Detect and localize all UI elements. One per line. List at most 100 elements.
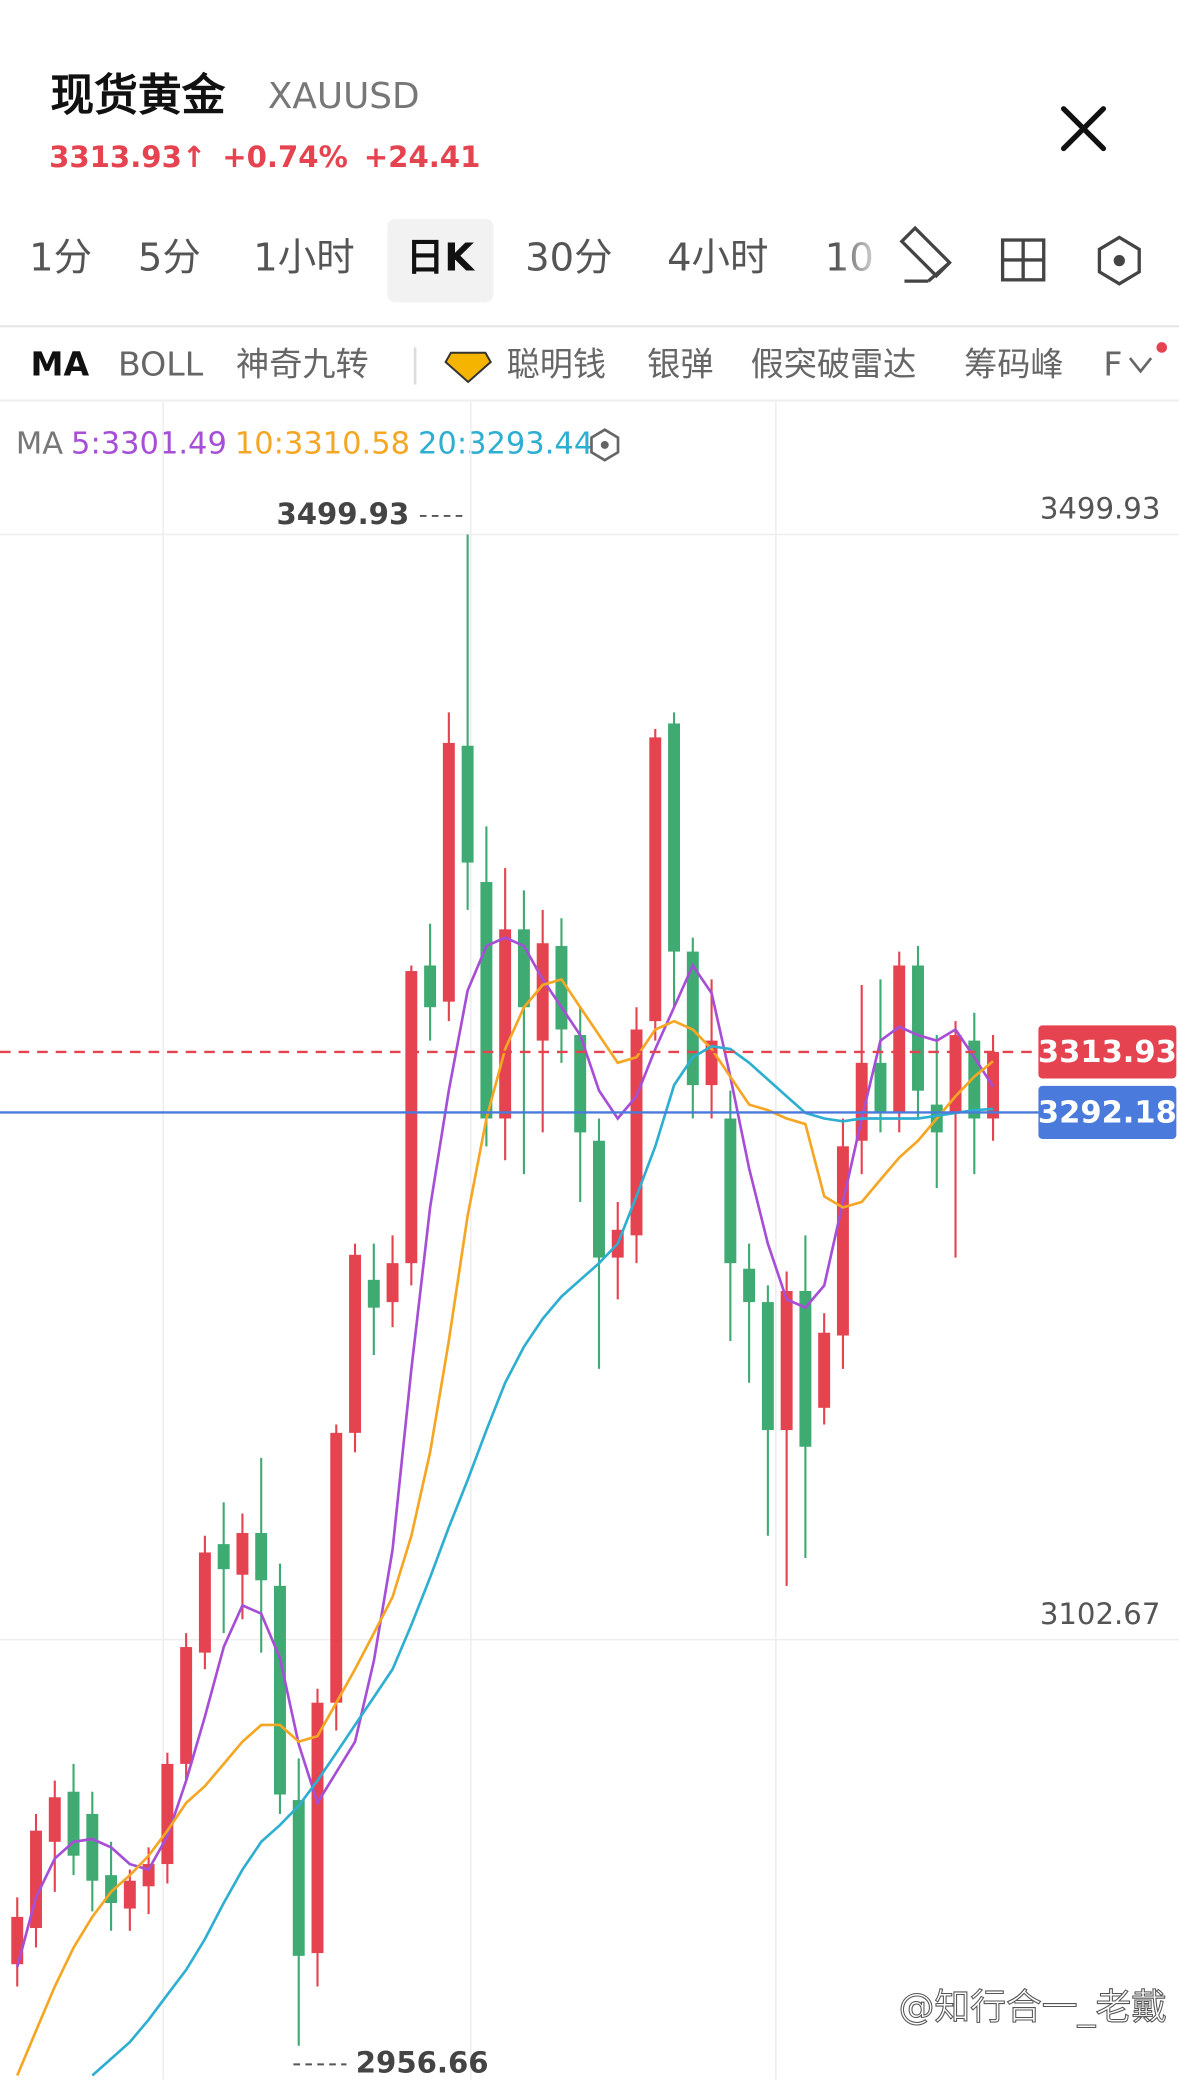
chevron-icon[interactable] [1128,357,1153,374]
candle-body [105,1875,118,1903]
candle-body [386,1263,399,1303]
indicator[interactable]: 银弹 [647,345,713,384]
overlay: 3499.93 3102.67 3313.93 3292.18 3499.93 2956.… [0,492,1177,2079]
candle-body [330,1432,343,1703]
quote: 3313.93↑ +0.74% +24.41 [49,140,480,174]
ma-line [91,1044,994,2077]
y-tick-label: 3102.67 [1040,1597,1161,1631]
candle-body [198,1552,211,1653]
candle-body [461,745,474,863]
y-tick-label: 3499.93 [1040,492,1161,526]
candle-body [86,1813,99,1881]
price-tag [1038,1085,1177,1139]
indicator[interactable]: 神奇九转 [236,345,369,384]
candle-body [780,1290,793,1431]
candle-body [593,1140,605,1258]
diamond-icon [444,351,492,384]
ma-line [16,977,994,2077]
candle-body [743,1268,756,1303]
candle-body [517,929,530,1008]
notify-dot [1156,342,1168,353]
candle-body [123,1880,136,1909]
change: +24.41 [364,140,481,174]
ma-title: MA [16,426,63,461]
candle-body [48,1797,61,1842]
candle-body [67,1791,80,1856]
plot [0,533,1179,2077]
symbol: XAUUSD [268,76,420,117]
price-tag [1038,1025,1177,1079]
candle-body [799,1290,812,1447]
candle-body [836,1146,849,1336]
candle-body [442,742,455,1002]
watermark: @知行合一_老戴 [899,1987,1167,2028]
v-grid [162,401,777,2080]
candle-body [217,1544,230,1570]
candle-body [311,1702,324,1954]
draw-tool-icon[interactable] [899,225,952,283]
candle-body [818,1332,831,1408]
candle-body [761,1302,774,1431]
candle-body [499,929,512,1119]
close-button[interactable] [1060,106,1107,152]
tab-selected-bg [387,218,494,303]
layout-icon[interactable] [1000,238,1046,282]
ma-legend: MA 5:3301.49 10:3310.58 20:3293.44 [16,426,593,461]
indicator[interactable]: F [1103,345,1122,384]
ma-legend-item: 5:3301.49 [71,426,227,461]
candle-body [536,943,549,1041]
tab[interactable]: 4小时 [667,235,768,280]
candle-body [893,965,906,1113]
title: 现货黄金 [50,70,225,121]
candle-body [480,882,493,1119]
candle-body [405,971,418,1264]
candle-body [161,1763,174,1865]
ma-legend-item: 10:3310.58 [235,426,410,461]
change-pct: +0.74% [222,140,348,174]
indicator[interactable]: 假突破雷达 [751,345,917,384]
price-tag-label: 3313.93 [1038,1035,1177,1070]
price: 3313.93↑ [49,140,206,174]
candle-body [949,1035,962,1113]
indicator[interactable]: 聪明钱 [507,345,606,384]
candle-body [367,1279,380,1308]
tab[interactable]: 1小时 [253,235,354,280]
candle-body [855,1062,868,1141]
candle-body [292,1800,305,1956]
settings-icon[interactable] [1097,235,1141,286]
ma-legend-item: 20:3293.44 [418,426,593,461]
tab[interactable]: 30分 [525,235,612,280]
candle-body [630,1029,643,1236]
candle-body [968,1040,981,1119]
candle-body [273,1585,286,1795]
candle-body [874,1062,887,1113]
candle-body [11,1916,24,1965]
candle-body [142,1864,155,1887]
indicator[interactable]: MA [31,345,90,384]
candle-body [255,1533,268,1581]
tab-fade [835,218,889,303]
ma-line [15,936,995,1968]
tab[interactable]: 日K [406,235,475,280]
candle-body [424,965,437,1008]
high-label: 3499.93 [276,497,409,531]
low-label: 2956.66 [356,2045,489,2079]
candle-body [349,1254,361,1433]
candle-body [180,1647,193,1764]
candle-body [724,1118,737,1264]
candle-body [668,723,681,952]
candle-body [649,737,662,1022]
tab[interactable]: 5分 [138,235,201,280]
candle-body [236,1533,249,1575]
tab[interactable]: 1分 [29,235,92,280]
candle-body [912,965,924,1091]
candle-body [686,951,699,1086]
ma-settings-icon[interactable] [590,428,620,462]
candle-body [705,1040,718,1086]
indicator[interactable]: BOLL [118,345,204,384]
candle-body [555,946,568,1030]
candle-body [30,1830,42,1929]
indicator[interactable]: 筹码峰 [964,345,1063,384]
